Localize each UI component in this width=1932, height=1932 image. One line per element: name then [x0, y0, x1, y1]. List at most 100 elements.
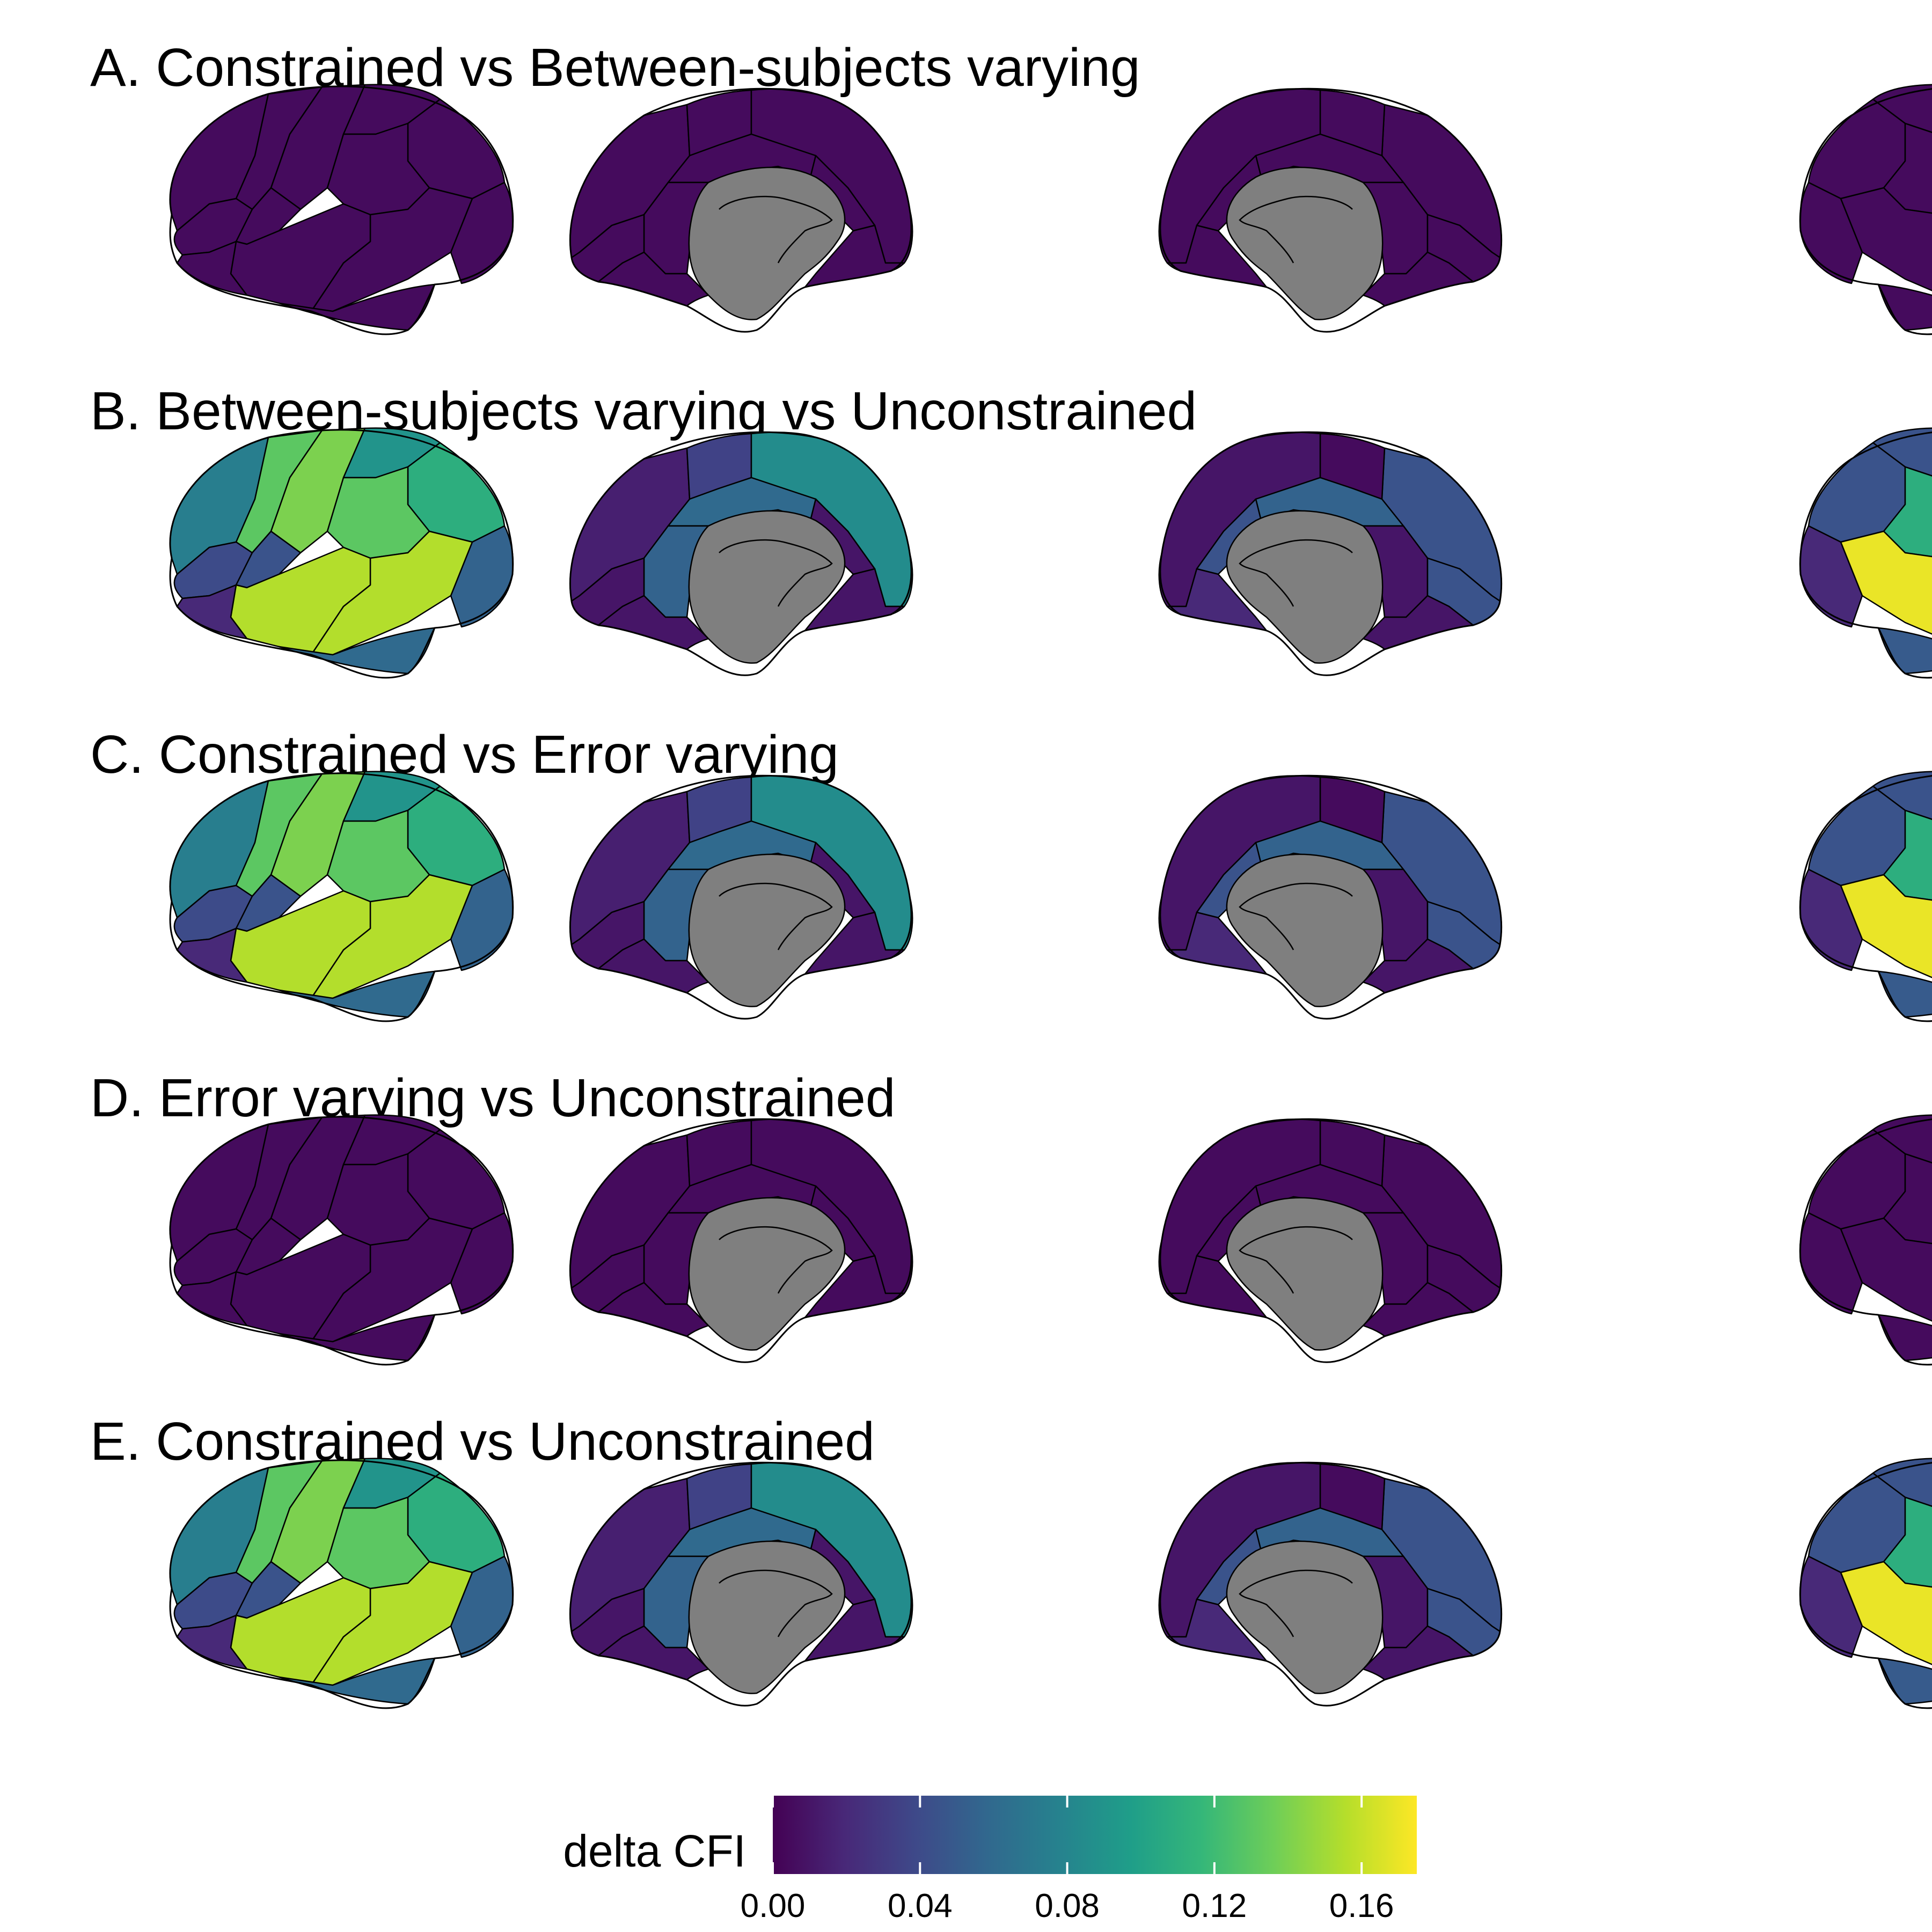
lateral-right-region: [1883, 122, 1932, 214]
brain-lateral-left: [169, 1114, 514, 1366]
panel-a: A. Constrained vs Between-subjects varyi…: [90, 38, 1932, 335]
brain-medial-right: [1158, 1118, 1503, 1363]
lateral-right-region: [1883, 809, 1932, 901]
medial-wall: [688, 1540, 846, 1694]
lateral-left-region: [278, 283, 436, 331]
lateral-right-region: [1877, 1314, 1932, 1362]
legend-title: delta CFI: [563, 1826, 746, 1876]
brain-outline: [1799, 88, 1932, 335]
panel-e: E. Constrained vs Unconstrained: [90, 1411, 1932, 1709]
brain-outline: [569, 87, 912, 333]
colorbar-tick-label: 0.08: [1035, 1887, 1100, 1924]
brain-lateral-right: [1799, 771, 1932, 1022]
brain-medial-left: [569, 774, 913, 1020]
lateral-left-region: [278, 970, 436, 1018]
medial-wall-contour: [1239, 1569, 1353, 1637]
lateral-left-region: [173, 197, 253, 256]
medial-wall: [688, 166, 846, 320]
medial-wall-contour: [1239, 882, 1353, 950]
panel-a-brains: [169, 84, 1932, 335]
panel-c-brains: [169, 771, 1932, 1022]
brain-outline: [169, 1116, 514, 1366]
lateral-right-region: [1840, 1217, 1932, 1322]
panel-e-brains: [169, 1458, 1932, 1709]
colorbar-tick-label: 0.04: [888, 1887, 953, 1924]
brain-lateral-left: [169, 427, 514, 679]
brain-medial-right: [1158, 1461, 1503, 1707]
medial-wall: [688, 510, 846, 664]
colorbar-legend: delta CFI 0.00 0.04 0.08 0.12 0.16: [563, 1796, 1417, 1924]
brain-outline: [169, 1459, 514, 1709]
brain-lateral-right: [1799, 84, 1932, 335]
lateral-left-region: [173, 1228, 253, 1286]
medial-wall: [688, 853, 846, 1007]
lateral-left-region: [173, 541, 253, 599]
brain-lateral-left: [169, 771, 514, 1022]
brain-outline: [169, 85, 514, 335]
brain-outline: [1159, 1461, 1503, 1707]
medial-wall-contour: [1239, 539, 1353, 607]
medial-wall: [1226, 1540, 1384, 1694]
colorbar: [773, 1796, 1417, 1874]
lateral-right-region: [1877, 970, 1932, 1018]
panel-c-title: C. Constrained vs Error varying: [90, 724, 839, 785]
lateral-right-region: [1840, 530, 1932, 635]
brain-outline: [569, 1461, 912, 1707]
medial-wall-contour: [1239, 195, 1353, 264]
lateral-right-region: [1883, 1153, 1932, 1245]
brain-lateral-right: [1799, 1458, 1932, 1709]
brain-medial-left: [569, 431, 913, 676]
brain-outline: [169, 772, 514, 1022]
colorbar-ticks: 0.00 0.04 0.08 0.12 0.16: [741, 1796, 1394, 1924]
medial-wall: [1226, 510, 1384, 664]
brain-medial-left: [569, 87, 913, 333]
brain-lateral-right: [1799, 427, 1932, 679]
brain-outline: [569, 1118, 912, 1363]
brain-medial-left: [569, 1461, 913, 1707]
lateral-right-region: [1840, 1561, 1932, 1665]
panel-d: D. Error varying vs Unconstrained: [90, 1068, 1932, 1366]
brain-medial-right: [1158, 774, 1503, 1020]
lateral-right-region: [1877, 283, 1932, 331]
lateral-right-region: [1883, 466, 1932, 558]
brain-outline: [569, 431, 912, 676]
medial-wall: [688, 1197, 846, 1351]
lateral-right-region: [1883, 1496, 1932, 1588]
brain-outline: [169, 429, 514, 679]
medial-wall-contour: [719, 539, 833, 607]
medial-wall-contour: [719, 195, 833, 264]
brain-outline: [1799, 431, 1932, 679]
panel-a-title: A. Constrained vs Between-subjects varyi…: [90, 38, 1140, 98]
brain-outline: [1159, 774, 1503, 1020]
lateral-right-region: [1877, 1657, 1932, 1705]
medial-wall-contour: [719, 1569, 833, 1637]
lateral-right-region: [1840, 874, 1932, 978]
brain-outline: [1799, 1118, 1932, 1366]
brain-outline: [1159, 1118, 1503, 1363]
panel-d-title: D. Error varying vs Unconstrained: [90, 1068, 896, 1128]
brain-medial-right: [1158, 431, 1503, 676]
brain-outline: [1159, 431, 1503, 676]
panel-d-brains: [169, 1114, 1932, 1366]
medial-wall-contour: [719, 1226, 833, 1294]
lateral-right-region: [1877, 627, 1932, 675]
brain-lateral-right: [1799, 1114, 1932, 1366]
brain-lateral-left: [169, 84, 514, 335]
colorbar-tick-label: 0.00: [741, 1887, 806, 1924]
medial-wall: [1226, 853, 1384, 1007]
panel-b-brains: [169, 427, 1932, 679]
medial-wall: [1226, 166, 1384, 320]
brain-outline: [1799, 775, 1932, 1022]
lateral-right-region: [1840, 187, 1932, 291]
lateral-left-region: [173, 884, 253, 943]
medial-wall: [1226, 1197, 1384, 1351]
medial-wall-contour: [1239, 1226, 1353, 1294]
colorbar-tick-label: 0.16: [1329, 1887, 1394, 1924]
medial-wall-contour: [719, 882, 833, 950]
panel-e-title: E. Constrained vs Unconstrained: [90, 1411, 875, 1472]
brain-medial-right: [1158, 87, 1503, 333]
panel-b: B. Between-subjects varying vs Unconstra…: [90, 381, 1932, 679]
panel-c: C. Constrained vs Error varying: [90, 724, 1932, 1022]
lateral-left-region: [278, 1314, 436, 1362]
